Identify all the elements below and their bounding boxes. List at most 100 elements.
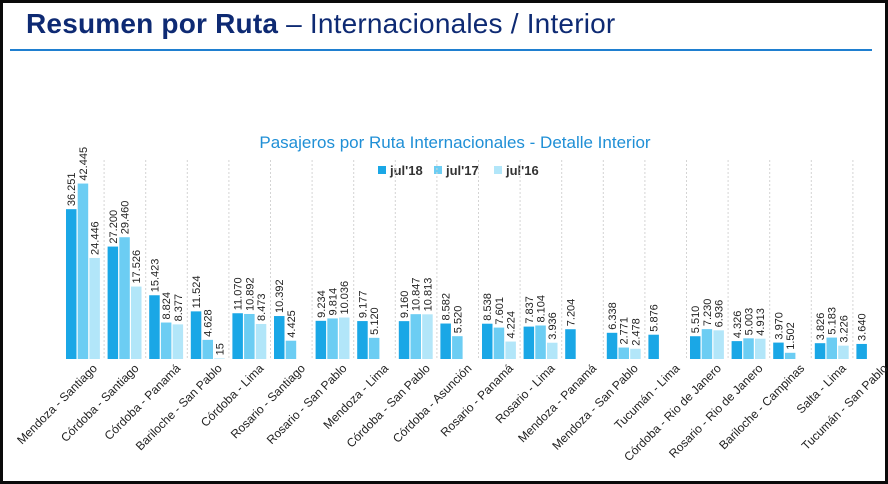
category-label-cordoba-panama: Córdoba - Panamá <box>102 361 184 443</box>
bar-rosario-panama-jul-16 <box>505 341 516 359</box>
value-label-rosario-santiago-jul-17: 4.425 <box>286 310 298 338</box>
value-label-cordoba-lima-jul-17: 10.892 <box>244 277 256 311</box>
bar-mendoza-lima-jul-17 <box>368 337 380 359</box>
value-label-cordoba-panama-jul-18: 15.423 <box>149 259 161 293</box>
value-label-mendoza-santiago-jul-17: 42.445 <box>78 147 90 181</box>
bar-mendoza-san-pablo-jul-18 <box>606 332 618 359</box>
value-label-rosario-lima-jul-18: 7.837 <box>524 296 536 324</box>
value-label-cordoba-lima-jul-18: 11.070 <box>233 277 245 310</box>
bar-cordoba-santiago-jul-16 <box>131 286 142 359</box>
value-label-bariloche-campinas-jul-18: 3.970 <box>773 312 785 340</box>
bar-cordoba-lima-jul-16 <box>255 323 267 359</box>
page-title-rest: – Internacionales / Interior <box>278 8 616 39</box>
bar-tucuman-san-pablo-jul-18 <box>856 343 867 359</box>
bar-cordoba-san-pablo-jul-17 <box>410 314 421 359</box>
value-label-tucuman-san-pablo-jul-18: 3.640 <box>857 313 869 341</box>
bar-cordoba-asuncion-jul-17 <box>452 336 463 359</box>
value-label-bariloche-campinas-jul-17: 1.502 <box>785 322 797 350</box>
bar-bariloche-campinas-jul-18 <box>773 342 784 359</box>
value-label-salta-lima-jul-18: 3.826 <box>815 313 827 341</box>
value-label-cordoba-asuncion-jul-18: 8.582 <box>441 293 453 321</box>
category-label-rosario-panama: Rosario - Panamá <box>438 361 517 440</box>
bar-mendoza-santiago-jul-18 <box>66 209 77 359</box>
bar-rosario-santiago-jul-17 <box>285 340 297 359</box>
title-divider <box>10 49 872 51</box>
value-label-cordoba-santiago-jul-17: 29.460 <box>120 201 132 235</box>
value-label-mendoza-san-pablo-jul-16: 2.478 <box>630 318 642 346</box>
value-label-rosario-san-pablo-jul-18: 9.234 <box>316 290 328 318</box>
bar-rosario-san-pablo-jul-18 <box>315 320 327 359</box>
bar-cordoba-panama-jul-18 <box>149 295 160 359</box>
bar-bariloche-san-pablo-jul-16 <box>214 358 225 359</box>
bar-mendoza-panama-jul-18 <box>565 329 576 359</box>
value-label-rosario-lima-jul-17: 8.104 <box>536 295 548 323</box>
value-label-cordoba-rio-de-janero-jul-18: 5.510 <box>690 306 702 334</box>
value-label-bariloche-san-pablo-jul-17: 4.628 <box>203 309 215 337</box>
bar-mendoza-lima-jul-18 <box>357 321 368 359</box>
value-label-cordoba-panama-jul-17: 8.824 <box>161 292 173 320</box>
bar-cordoba-lima-jul-18 <box>232 313 243 359</box>
bars <box>66 183 867 359</box>
category-label-rosario-santiago: Rosario - Santiago <box>228 361 308 441</box>
bar-bariloche-san-pablo-jul-17 <box>202 339 213 359</box>
value-label-mendoza-san-pablo-jul-18: 6.338 <box>607 302 619 330</box>
value-label-salta-lima-jul-17: 5.183 <box>827 307 839 335</box>
value-label-cordoba-santiago-jul-18: 27.200 <box>108 210 120 244</box>
bar-mendoza-san-pablo-jul-17 <box>618 347 629 359</box>
value-label-cordoba-san-pablo-jul-17: 10.847 <box>411 278 423 312</box>
bar-bariloche-campinas-jul-17 <box>784 352 796 359</box>
legend-swatch-jul-17 <box>434 166 442 174</box>
value-label-rosario-panama-jul-16: 4.224 <box>506 311 518 339</box>
value-label-cordoba-panama-jul-16: 8.377 <box>173 294 185 322</box>
bar-cordoba-rio-de-janero-jul-18 <box>690 336 701 359</box>
category-label-rosario-san-pablo: Rosario - San Pablo <box>264 361 350 447</box>
bar-rosario-lima-jul-16 <box>547 342 558 359</box>
legend-label-jul-16: jul'16 <box>505 163 539 178</box>
value-label-cordoba-lima-jul-16: 8.473 <box>256 293 268 321</box>
bar-mendoza-santiago-jul-16 <box>89 257 100 359</box>
chart-title: Pasajeros por Ruta Internacionales - Det… <box>259 133 651 152</box>
bar-cordoba-santiago-jul-18 <box>107 246 119 359</box>
chart-legend: jul'18 jul'17 jul'16 <box>378 163 539 178</box>
value-label-cordoba-rio-de-janero-jul-17: 7.230 <box>702 299 714 327</box>
value-label-mendoza-santiago-jul-18: 36.251 <box>66 173 78 207</box>
legend-swatch-jul-16 <box>494 166 502 174</box>
bar-tucuman-lima-jul-18 <box>648 334 659 359</box>
legend-swatch-jul-18 <box>378 166 386 174</box>
value-label-rosario-panama-jul-17: 7.601 <box>494 297 506 325</box>
group-dividers <box>103 160 854 359</box>
bar-mendoza-santiago-jul-17 <box>77 183 89 359</box>
bar-cordoba-panama-jul-17 <box>160 322 172 359</box>
value-label-cordoba-rio-de-janero-jul-16: 6.936 <box>714 300 726 328</box>
bar-rosario-panama-jul-17 <box>493 327 505 359</box>
category-label-mendoza-panama: Mendoza - Panamá <box>515 361 599 445</box>
bar-cordoba-lima-jul-17 <box>244 313 255 359</box>
category-label-cordoba-santiago: Córdoba - Santiago <box>58 361 142 445</box>
bar-cordoba-panama-jul-16 <box>172 324 184 359</box>
bar-cordoba-san-pablo-jul-18 <box>398 321 410 359</box>
value-label-cordoba-asuncion-jul-17: 5.520 <box>452 306 464 334</box>
category-label-cordoba-asuncion: Córdoba - Asunción <box>390 361 474 445</box>
bar-salta-lima-jul-18 <box>814 343 826 359</box>
value-label-mendoza-santiago-jul-16: 24.446 <box>90 221 102 255</box>
value-label-mendoza-panama-jul-18: 7.204 <box>565 299 577 327</box>
legend-label-jul-17: jul'17 <box>445 163 479 178</box>
value-label-rosario-san-pablo-jul-16: 10.036 <box>339 281 351 315</box>
value-label-rosario-lima-jul-16: 3.936 <box>547 312 559 340</box>
bar-rosario-rio-de-janero-jul-18 <box>731 341 743 359</box>
page-title-bold: Resumen por Ruta <box>26 8 279 39</box>
bar-cordoba-rio-de-janero-jul-16 <box>713 330 724 359</box>
value-label-tucuman-lima-jul-18: 5.876 <box>649 304 661 332</box>
value-label-rosario-santiago-jul-18: 10.392 <box>274 279 286 313</box>
bar-cordoba-rio-de-janero-jul-17 <box>701 329 713 359</box>
value-label-rosario-rio-de-janero-jul-16: 4.913 <box>755 308 767 336</box>
value-label-rosario-rio-de-janero-jul-17: 5.003 <box>744 308 756 336</box>
value-label-rosario-panama-jul-18: 8.538 <box>482 293 494 321</box>
bar-bariloche-san-pablo-jul-18 <box>190 311 202 359</box>
value-label-bariloche-san-pablo-jul-16: 15 <box>214 343 226 355</box>
bar-rosario-rio-de-janero-jul-17 <box>743 338 754 359</box>
value-label-mendoza-lima-jul-18: 9.177 <box>357 291 369 319</box>
